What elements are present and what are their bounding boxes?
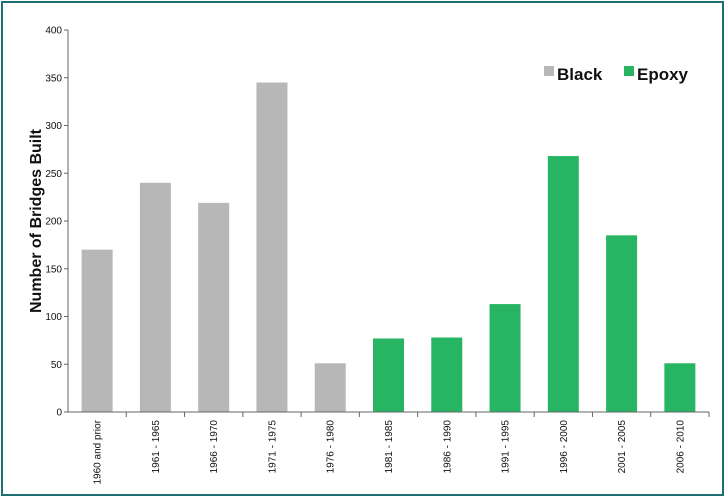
- bar-black: [81, 249, 113, 412]
- x-tick-label: 2006 - 2010: [675, 420, 686, 474]
- legend-label-black: Black: [557, 65, 603, 84]
- x-tick-label: 1976 - 1980: [326, 420, 337, 474]
- x-tick-label: 1996 - 2000: [559, 420, 570, 474]
- bars: [81, 82, 696, 413]
- x-tick-label: 1961 - 1965: [151, 420, 162, 474]
- y-axis-ticks: 0 50 100 150 200 250 300 350 400: [45, 26, 68, 419]
- bar-epoxy: [664, 363, 696, 412]
- y-tick-label: 50: [51, 360, 63, 371]
- x-tick-label: 1960 and prior: [93, 419, 104, 484]
- x-tick-label: 1966 - 1970: [209, 420, 220, 474]
- x-tick-label: 1991 - 1995: [501, 420, 512, 474]
- y-tick-label: 200: [45, 217, 62, 228]
- axes: [67, 30, 709, 413]
- bar-epoxy: [547, 156, 579, 412]
- bar-epoxy: [373, 338, 404, 412]
- x-tick-label: 1971 - 1975: [267, 420, 278, 474]
- x-axis-ticks: 1960 and prior 1961 - 1965 1966 - 1970 1971…: [93, 412, 710, 485]
- bar-epoxy: [489, 304, 521, 412]
- y-tick-label: 0: [56, 408, 62, 419]
- y-tick-label: 400: [45, 26, 62, 37]
- bar-black: [139, 182, 171, 412]
- y-tick-label: 150: [45, 264, 62, 275]
- bar-black: [198, 202, 230, 412]
- bar-black: [256, 82, 288, 413]
- legend-label-epoxy: Epoxy: [637, 65, 689, 84]
- x-tick-label: 2001 - 2005: [617, 420, 628, 474]
- bar-epoxy: [431, 337, 463, 412]
- y-tick-label: 100: [45, 312, 62, 323]
- x-tick-label: 1981 - 1985: [384, 420, 395, 474]
- legend-swatch-epoxy: [624, 66, 634, 76]
- x-tick-label: 1986 - 1990: [442, 420, 453, 474]
- y-tick-label: 250: [45, 169, 62, 180]
- bar-black: [314, 363, 346, 412]
- y-tick-label: 300: [45, 121, 62, 132]
- bar-epoxy: [606, 235, 638, 412]
- legend-swatch-black: [544, 66, 554, 76]
- legend: Black Epoxy: [544, 65, 689, 84]
- y-tick-label: 350: [45, 73, 62, 84]
- y-axis-label: Number of Bridges Built: [28, 128, 45, 313]
